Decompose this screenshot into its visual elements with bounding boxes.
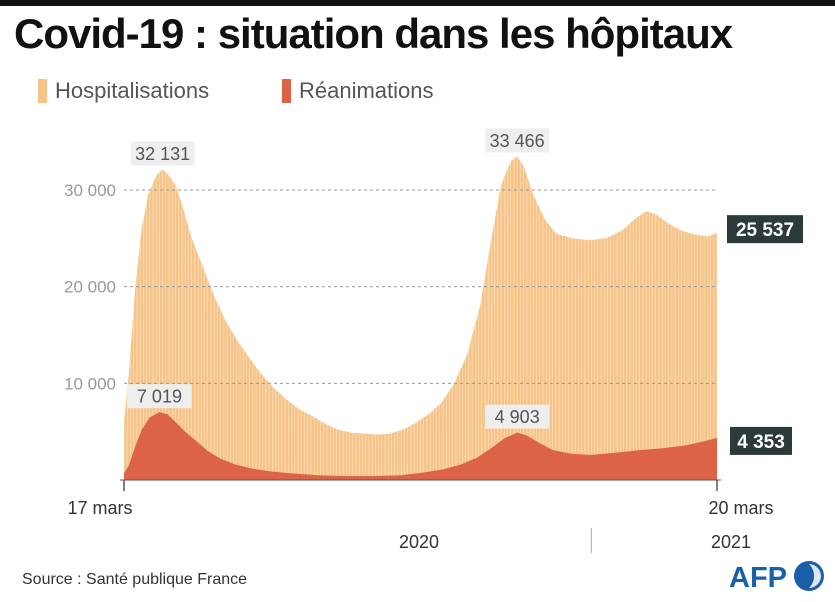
peak-label-reanimations-box — [485, 404, 550, 429]
top-rule — [0, 0, 835, 6]
afp-logo-swoosh — [809, 564, 821, 588]
end-label-hospitalisations: 25 537 — [736, 220, 794, 241]
peak-label-reanimations: 7 019 — [137, 387, 182, 407]
x-label-end: 20 mars — [708, 498, 773, 518]
end-label-reanimations: 4 353 — [737, 432, 785, 453]
peak-label-hospitalisations: 32 131 — [135, 144, 190, 164]
legend-item-hospitalisations: Hospitalisations — [38, 78, 209, 104]
afp-logo: AFP — [729, 561, 824, 592]
end-label-hospitalisations-box — [727, 215, 803, 244]
legend-label-hospitalisations: Hospitalisations — [55, 78, 210, 103]
x-label-start: 17 mars — [67, 498, 132, 518]
y-tick-label: 30 000 — [64, 181, 116, 200]
legend-swatch-reanimations — [282, 79, 291, 103]
legend-item-reanimations: Réanimations — [282, 78, 434, 104]
legend-swatch-hospitalisations — [38, 79, 47, 103]
year-label-2020: 2020 — [399, 532, 439, 552]
peak-label-hospitalisations-box — [130, 141, 195, 166]
source-note: Source : Santé publique France — [22, 571, 248, 588]
end-label-reanimations-box — [730, 426, 792, 455]
afp-logo-text: AFP — [729, 562, 787, 592]
y-tick-label: 10 000 — [64, 374, 116, 393]
series-area-reanimations — [124, 412, 717, 480]
peak-label-reanimations: 4 903 — [495, 407, 540, 427]
y-tick-label: 20 000 — [64, 278, 116, 297]
peak-label-hospitalisations: 33 466 — [490, 131, 545, 151]
year-label-2021: 2021 — [711, 532, 751, 552]
peak-label-hospitalisations-box — [485, 128, 550, 153]
chart-title: Covid-19 : situation dans les hôpitaux — [14, 10, 733, 57]
peak-label-reanimations-box — [127, 384, 192, 409]
legend-label-reanimations: Réanimations — [299, 78, 434, 103]
